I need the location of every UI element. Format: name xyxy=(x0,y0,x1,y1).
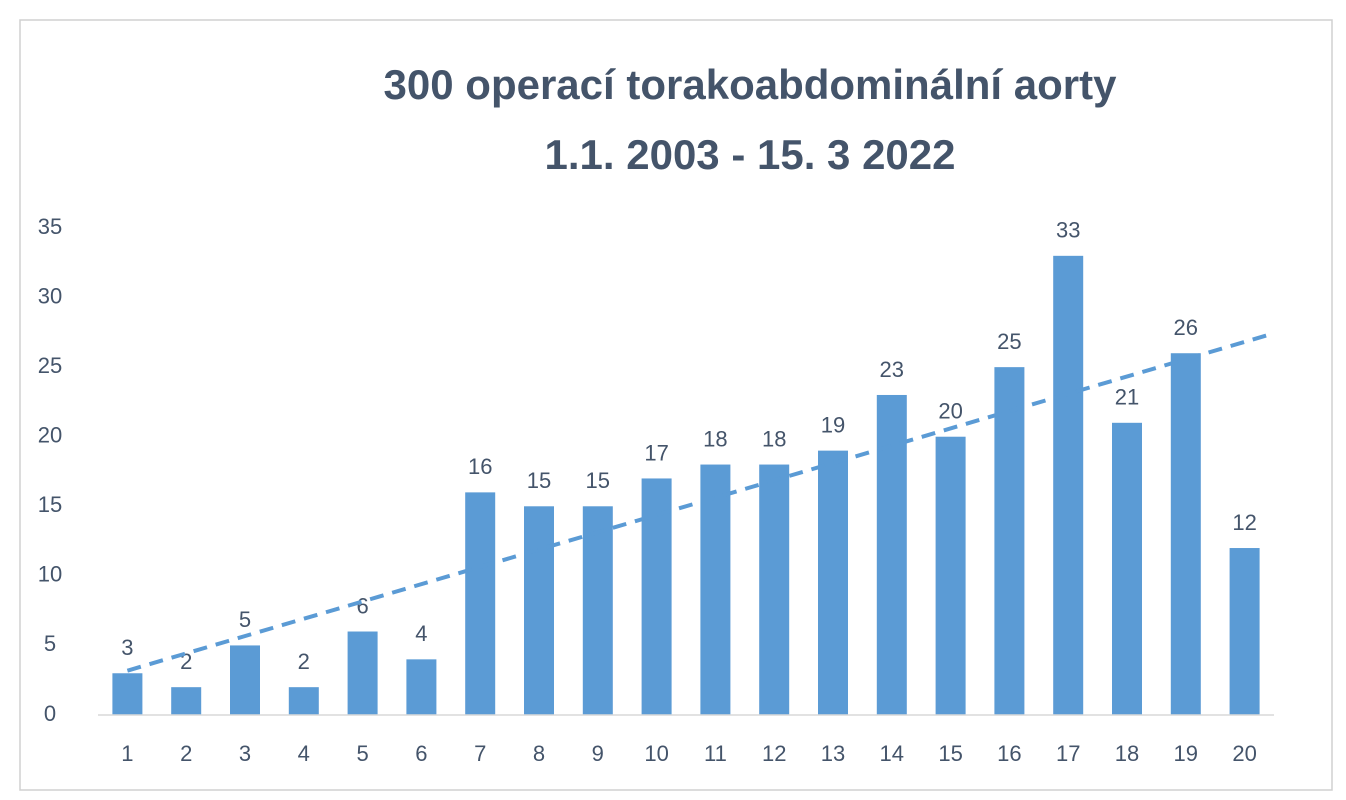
y-tick-label: 5 xyxy=(44,631,56,656)
x-tick-label: 14 xyxy=(880,741,904,766)
x-tick-label: 9 xyxy=(592,741,604,766)
x-tick-label: 15 xyxy=(938,741,962,766)
x-tick-label: 2 xyxy=(180,741,192,766)
bar xyxy=(1053,255,1084,716)
data-label: 15 xyxy=(586,468,610,493)
x-tick-label: 1 xyxy=(121,741,133,766)
data-label: 3 xyxy=(121,635,133,660)
bar xyxy=(994,367,1025,715)
data-label: 18 xyxy=(762,426,786,451)
bar xyxy=(171,687,202,715)
bar xyxy=(759,464,790,715)
data-label: 18 xyxy=(703,426,727,451)
bar xyxy=(1170,353,1201,715)
bar xyxy=(818,450,848,715)
data-label: 2 xyxy=(298,649,310,674)
data-label: 21 xyxy=(1115,385,1139,410)
y-tick-label: 10 xyxy=(38,562,62,587)
y-tick-label: 0 xyxy=(44,701,56,726)
x-tick-label: 5 xyxy=(356,741,368,766)
x-tick-label: 16 xyxy=(997,741,1021,766)
bar xyxy=(465,492,496,715)
x-tick-label: 3 xyxy=(239,741,251,766)
x-tick-label: 19 xyxy=(1174,741,1198,766)
trendline xyxy=(126,331,1275,673)
bar xyxy=(524,506,554,715)
y-tick-label: 25 xyxy=(38,353,62,378)
data-label: 17 xyxy=(644,440,668,465)
bar xyxy=(112,673,143,715)
data-label: 20 xyxy=(938,399,962,424)
x-tick-label: 12 xyxy=(762,741,786,766)
y-tick-label: 30 xyxy=(38,283,62,308)
x-tick-label: 4 xyxy=(298,741,310,766)
bar xyxy=(288,687,319,715)
data-label: 19 xyxy=(821,412,845,437)
bar xyxy=(641,478,672,715)
bar xyxy=(582,506,613,715)
y-tick-label: 20 xyxy=(38,423,62,448)
bar xyxy=(935,436,966,715)
data-label: 12 xyxy=(1232,510,1256,535)
y-tick-label: 15 xyxy=(38,492,62,517)
x-tick-label: 18 xyxy=(1115,741,1139,766)
bar xyxy=(700,464,731,715)
x-tick-label: 13 xyxy=(821,741,845,766)
data-label: 23 xyxy=(880,357,904,382)
data-label: 16 xyxy=(468,454,492,479)
bar xyxy=(1112,422,1142,715)
x-tick-label: 20 xyxy=(1232,741,1256,766)
data-label: 4 xyxy=(415,621,427,646)
data-label: 26 xyxy=(1174,315,1198,340)
x-tick-label: 11 xyxy=(704,741,727,766)
chart-title: 300 operací torakoabdominální aorty xyxy=(384,61,1118,108)
bar xyxy=(406,659,437,715)
data-label: 15 xyxy=(527,468,551,493)
x-tick-label: 10 xyxy=(644,741,668,766)
data-label: 33 xyxy=(1056,218,1080,243)
x-tick-label: 17 xyxy=(1056,741,1080,766)
bar xyxy=(1229,548,1260,715)
x-tick-label: 7 xyxy=(474,741,486,766)
bar xyxy=(347,631,378,715)
x-tick-label: 6 xyxy=(415,741,427,766)
x-tick-label: 8 xyxy=(533,741,545,766)
y-tick-label: 35 xyxy=(38,214,62,239)
chart-subtitle: 1.1. 2003 - 15. 3 2022 xyxy=(545,131,956,178)
data-label: 25 xyxy=(997,329,1021,354)
bar xyxy=(230,645,260,715)
data-label: 6 xyxy=(356,593,368,618)
data-label: 5 xyxy=(239,607,251,632)
